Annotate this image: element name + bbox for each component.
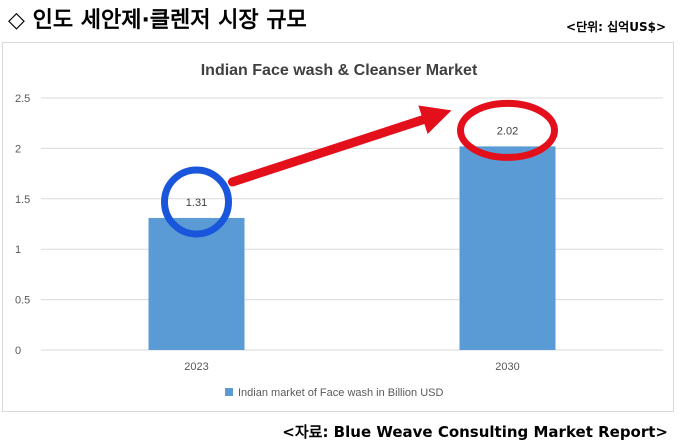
- source-note: <자료: Blue Weave Consulting Market Report…: [282, 423, 668, 441]
- highlight-circle-2030: [457, 99, 558, 161]
- y-tick-label: 0: [15, 345, 21, 357]
- bar-chart: Indian Face wash & Cleanser Market 0 0.5 1…: [15, 62, 663, 399]
- legend: Indian market of Face wash in Billion US…: [225, 387, 443, 399]
- highlight-circle-2023: [161, 166, 232, 238]
- y-tick-label: 0.5: [15, 295, 30, 307]
- annotations: [161, 99, 558, 238]
- data-label-2023: 1.31: [186, 197, 207, 209]
- data-labels: 1.31 2.02: [186, 125, 518, 209]
- y-tick-label: 1: [15, 244, 21, 256]
- page-title: ◇ 인도 세안제·클렌저 시장 규모: [8, 8, 307, 33]
- y-axis-ticks: 0 0.5 1 1.5 2 2.5: [15, 93, 30, 357]
- chart-frame: Indian Face wash & Cleanser Market 0 0.5 1…: [2, 42, 674, 412]
- x-tick-label: 2030: [495, 361, 519, 373]
- y-tick-label: 2: [15, 143, 21, 155]
- bar-2030: [459, 146, 556, 350]
- y-tick-label: 1.5: [15, 194, 30, 206]
- gridlines: [41, 97, 663, 351]
- chart-title: Indian Face wash & Cleanser Market: [201, 62, 478, 79]
- data-label-2030: 2.02: [497, 125, 518, 137]
- x-axis-ticks: 2023 2030: [184, 361, 519, 373]
- y-tick-label: 2.5: [15, 93, 30, 105]
- growth-arrow: [228, 115, 428, 187]
- bar-2023: [148, 217, 245, 350]
- legend-label: Indian market of Face wash in Billion US…: [238, 387, 443, 399]
- growth-arrow-head: [418, 105, 452, 134]
- bars: [148, 146, 556, 350]
- x-tick-label: 2023: [184, 361, 208, 373]
- legend-swatch: [225, 388, 233, 396]
- unit-note: <단위: 십억US$>: [566, 20, 666, 34]
